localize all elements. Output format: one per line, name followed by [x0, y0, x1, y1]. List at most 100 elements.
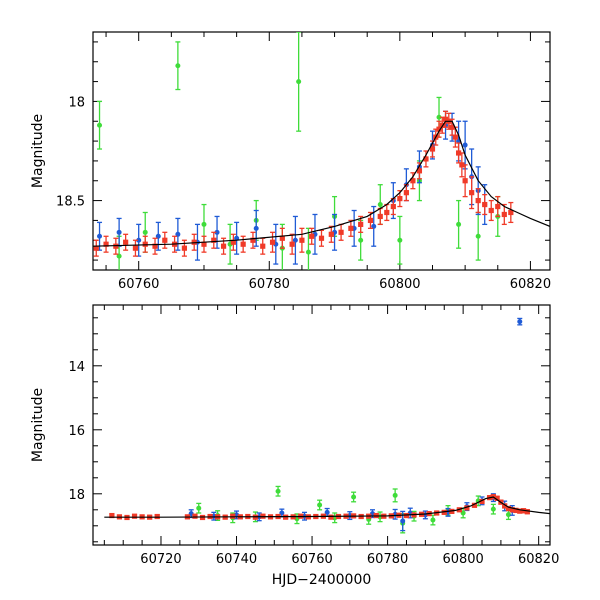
- data-point-blue: [517, 319, 523, 325]
- data-point-red: [309, 233, 315, 239]
- data-point-red: [240, 241, 246, 247]
- data-point-red: [220, 243, 227, 249]
- data-point-red: [459, 162, 465, 168]
- data-point-green: [475, 233, 481, 239]
- data-point-red: [475, 197, 481, 204]
- data-point-blue: [371, 223, 377, 229]
- data-point-red: [109, 512, 115, 519]
- data-point-red: [230, 239, 236, 245]
- plot-area-top: [93, 32, 550, 270]
- data-point-red: [469, 190, 475, 196]
- data-point-red: [429, 146, 436, 152]
- data-point-green: [175, 63, 181, 69]
- data-point-red: [123, 239, 129, 245]
- data-point-red: [152, 243, 158, 249]
- data-point-red: [250, 237, 256, 243]
- data-point-blue: [97, 233, 103, 239]
- y-tick-label: 18: [68, 95, 85, 110]
- data-point-red: [131, 513, 138, 519]
- data-point-red: [338, 229, 344, 235]
- data-point-red: [384, 209, 390, 216]
- data-point-red: [162, 237, 168, 243]
- data-point-blue: [292, 237, 298, 243]
- plot-area-bottom: [104, 317, 550, 534]
- y-tick-label: 14: [68, 360, 85, 375]
- panel-top: 60760 60780 60800 60820 18 18.5 Magnitude: [30, 31, 551, 292]
- data-point-green: [97, 122, 103, 128]
- data-point-red: [452, 134, 458, 140]
- data-point-red: [410, 178, 416, 184]
- data-point-green: [392, 492, 398, 498]
- data-point-green: [351, 494, 357, 500]
- data-point-red: [416, 168, 423, 174]
- data-point-green: [142, 229, 148, 235]
- series-green: [196, 485, 511, 534]
- data-point-green: [275, 488, 281, 494]
- data-point-green: [305, 249, 311, 255]
- data-point-red: [318, 235, 325, 241]
- data-point-red: [181, 245, 187, 251]
- data-point-blue: [400, 518, 406, 524]
- data-point-red: [517, 508, 523, 514]
- x-tick-label: 60820: [510, 277, 551, 292]
- data-point-green: [456, 221, 462, 227]
- data-point-blue: [462, 142, 468, 148]
- data-point-red: [524, 509, 530, 515]
- data-point-red: [403, 512, 410, 519]
- x-tick-label: 60760: [118, 277, 159, 292]
- data-point-red: [505, 505, 512, 512]
- data-point-red: [509, 507, 515, 513]
- x-tick-label: 60740: [216, 552, 257, 567]
- data-point-red: [449, 124, 455, 130]
- x-tick-label: 60800: [379, 277, 420, 292]
- data-point-red: [482, 201, 488, 208]
- data-point-green: [358, 237, 364, 243]
- data-point-green: [490, 506, 496, 512]
- data-point-red: [201, 241, 207, 247]
- x-tick-label: 60720: [140, 552, 181, 567]
- data-point-red: [494, 495, 500, 501]
- data-point-red: [423, 156, 429, 162]
- series-blue: [188, 317, 523, 532]
- model-curve: [104, 496, 550, 518]
- data-point-red: [508, 209, 514, 216]
- data-point-red: [464, 505, 470, 511]
- data-point-blue: [155, 233, 161, 239]
- data-point-red: [269, 239, 276, 245]
- data-point-red: [502, 503, 508, 509]
- data-point-red: [154, 513, 160, 520]
- data-point-red: [93, 245, 99, 251]
- data-point-red: [211, 237, 217, 243]
- data-point-green: [317, 502, 323, 508]
- data-point-red: [403, 190, 409, 196]
- data-point-blue: [175, 231, 181, 237]
- plot-frame-top: [92, 31, 551, 271]
- data-point-red: [299, 237, 305, 243]
- data-point-red: [348, 225, 354, 231]
- x-tick-label: 60780: [367, 552, 408, 567]
- data-point-red: [501, 211, 507, 218]
- data-point-red: [103, 241, 109, 247]
- data-point-green: [505, 512, 511, 518]
- data-point-red: [390, 203, 396, 210]
- data-point-blue: [214, 229, 220, 235]
- data-point-red: [142, 241, 148, 247]
- model-curve: [93, 120, 550, 247]
- y-tick-label: 18: [68, 488, 85, 503]
- data-point-red: [279, 235, 285, 241]
- data-point-red: [397, 196, 403, 202]
- data-point-red: [442, 116, 449, 122]
- x-tick-label: 60780: [249, 277, 290, 292]
- data-point-red: [513, 507, 519, 514]
- data-point-red: [456, 150, 462, 156]
- data-point-red: [462, 178, 468, 184]
- data-point-red: [192, 513, 198, 519]
- data-point-blue: [253, 225, 259, 231]
- data-point-red: [328, 514, 334, 520]
- data-point-red: [260, 243, 266, 249]
- data-point-blue: [136, 237, 142, 243]
- data-point-green: [201, 221, 207, 227]
- y-tick-label: 18.5: [56, 195, 85, 210]
- x-tick-label: 60800: [442, 552, 483, 567]
- data-point-red: [495, 203, 501, 210]
